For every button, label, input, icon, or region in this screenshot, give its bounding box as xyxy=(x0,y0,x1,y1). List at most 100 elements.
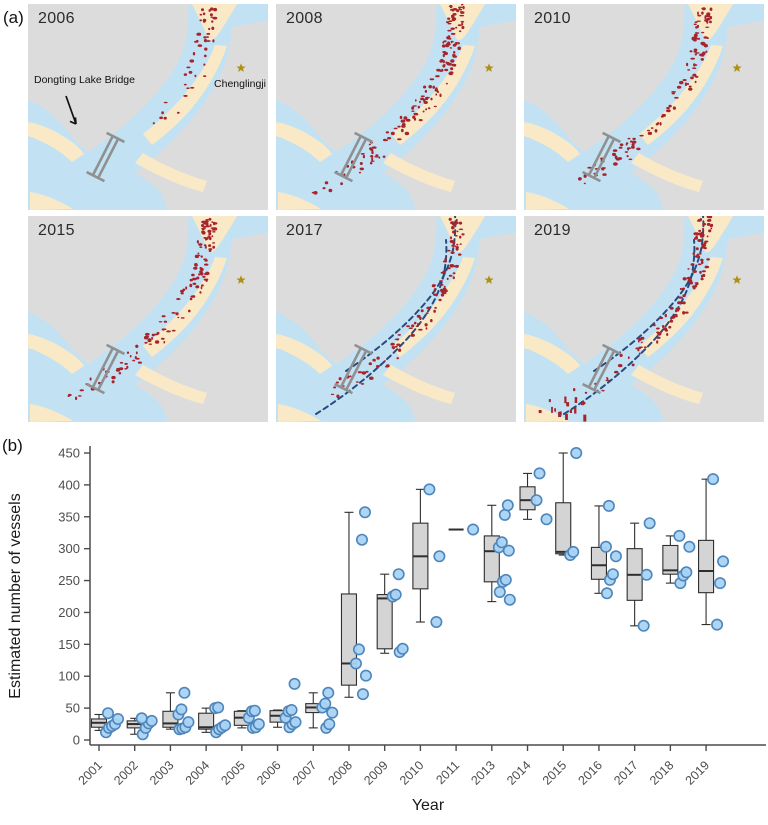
shore-land xyxy=(28,216,237,422)
x-tick-label: 2013 xyxy=(468,758,498,788)
box-2015 xyxy=(555,452,572,556)
data-point xyxy=(714,577,727,590)
star-icon xyxy=(236,275,246,284)
map-grid: 2006 Dongting Lake Bridge Chenglingji 2008 2… xyxy=(28,4,764,424)
data-point xyxy=(102,707,115,720)
data-point xyxy=(430,616,443,629)
box-2018 xyxy=(662,535,679,584)
map-year-label: 2008 xyxy=(286,10,323,27)
y-tick-label: 200 xyxy=(58,605,80,620)
points-2006 xyxy=(279,677,302,734)
data-point xyxy=(355,533,368,546)
data-point xyxy=(567,545,580,558)
data-point xyxy=(212,701,225,714)
x-tick-label: 2010 xyxy=(397,758,427,788)
x-tick-label: 2014 xyxy=(504,758,534,788)
shore-land xyxy=(276,4,485,210)
y-tick-label: 150 xyxy=(58,637,80,652)
x-tick-label: 2007 xyxy=(290,758,320,788)
data-point xyxy=(467,523,480,536)
data-point xyxy=(540,513,553,526)
points-2017 xyxy=(637,517,656,632)
data-point xyxy=(606,568,619,581)
data-point xyxy=(252,718,265,731)
map-panel-2006: 2006 Dongting Lake Bridge Chenglingji xyxy=(28,4,268,210)
x-tick-label: 2002 xyxy=(111,758,141,788)
points-2013 xyxy=(492,499,516,606)
x-tick-label: 2011 xyxy=(433,758,462,787)
y-tick-label: 400 xyxy=(58,477,80,492)
bridge-icon xyxy=(334,343,373,395)
points-2010 xyxy=(423,483,446,629)
data-point xyxy=(389,588,402,601)
map-svg-2015 xyxy=(28,216,268,422)
points-2001 xyxy=(100,707,125,739)
points-2002 xyxy=(135,712,158,741)
data-point xyxy=(392,568,405,581)
vessel-dots xyxy=(578,7,713,185)
data-point xyxy=(600,587,613,600)
data-point xyxy=(319,697,332,710)
x-tick-label: 2009 xyxy=(361,758,391,788)
map-year-label: 2017 xyxy=(286,222,323,239)
data-point xyxy=(396,642,409,655)
data-point xyxy=(182,716,195,729)
y-tick-label: 0 xyxy=(73,733,80,748)
data-point xyxy=(530,494,543,507)
city-annotation-label: Chenglingji xyxy=(214,78,266,90)
data-point xyxy=(570,446,583,459)
bridge-icon xyxy=(334,131,373,183)
y-axis-title: Estimated number of vessels xyxy=(7,493,24,698)
data-point xyxy=(501,499,514,512)
x-tick-label: 2005 xyxy=(218,758,248,788)
bridge-annotation-label: Dongting Lake Bridge xyxy=(34,74,135,86)
star-icon xyxy=(484,63,494,72)
x-tick-label: 2001 xyxy=(76,758,106,788)
data-point xyxy=(599,540,612,553)
star-icon xyxy=(236,63,246,72)
data-point xyxy=(358,506,371,519)
data-point xyxy=(673,529,686,542)
x-tick-label: 2017 xyxy=(611,758,641,788)
data-point xyxy=(145,714,158,727)
box-2014 xyxy=(519,472,536,520)
map-year-label: 2019 xyxy=(534,222,571,239)
star-icon xyxy=(732,275,742,284)
data-point xyxy=(495,536,508,549)
data-point xyxy=(359,669,372,682)
data-point xyxy=(503,593,516,606)
data-point xyxy=(711,618,724,631)
x-axis-title: Year xyxy=(412,797,445,814)
data-point xyxy=(112,712,125,725)
points-2018 xyxy=(673,529,696,590)
panel-a-label: (a) xyxy=(3,8,24,27)
data-point xyxy=(602,499,615,512)
data-point xyxy=(433,550,446,563)
y-tick-label: 50 xyxy=(66,701,80,716)
points-2003 xyxy=(172,686,195,736)
data-point xyxy=(175,703,188,716)
data-point xyxy=(322,686,335,699)
vessel-dots xyxy=(152,7,218,125)
axes xyxy=(89,446,766,746)
box-2004 xyxy=(198,707,215,733)
x-tick-label: 2019 xyxy=(683,758,713,788)
points-2019 xyxy=(707,473,730,631)
map-panel-2010: 2010 xyxy=(524,4,764,210)
y-tick-label: 100 xyxy=(58,669,80,684)
data-point xyxy=(717,555,730,568)
map-svg-2017 xyxy=(276,216,516,422)
y-tick-label: 300 xyxy=(58,541,80,556)
shore-land xyxy=(524,4,733,210)
points-2016 xyxy=(599,499,622,600)
map-panel-2017: 2017 xyxy=(276,216,516,422)
data-point xyxy=(349,657,362,670)
x-tick-label: 2003 xyxy=(147,758,177,788)
box-2009 xyxy=(376,573,393,654)
map-panel-2019: 2019 xyxy=(524,216,764,422)
x-tick-label: 2006 xyxy=(254,758,284,788)
x-tick-label: 2015 xyxy=(540,758,570,788)
data-point xyxy=(352,643,365,656)
bridge-icon xyxy=(582,343,621,395)
bridge-icon xyxy=(86,343,125,395)
